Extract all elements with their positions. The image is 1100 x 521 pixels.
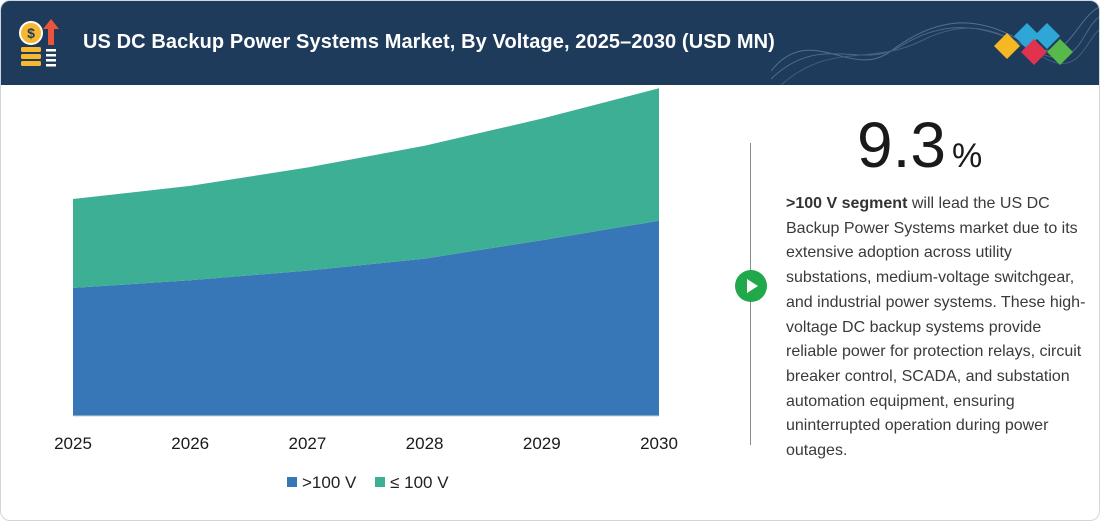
legend-label-series-1: >100 V: [302, 473, 357, 492]
x-tick-label: 2025: [54, 434, 92, 453]
svg-text:$: $: [27, 25, 35, 41]
insight-description: >100 V segment will lead the US DC Backu…: [786, 192, 1086, 464]
legend-item-series-2: ≤ 100 V: [375, 473, 449, 493]
growth-unit: %: [951, 137, 983, 175]
insight-body: will lead the US DC Backup Power Systems…: [786, 195, 1086, 460]
x-tick-label: 2027: [288, 434, 326, 453]
play-icon: [735, 270, 767, 302]
legend-item-series-1: >100 V: [287, 473, 356, 493]
header-bar: $ US DC Backup Power Systems Market, By …: [1, 1, 1099, 85]
page-title: US DC Backup Power Systems Market, By Vo…: [83, 31, 775, 53]
decorative-wave-lines: [771, 6, 1099, 85]
legend-swatch-series-1: [287, 477, 297, 487]
x-tick-label: 2028: [406, 434, 444, 453]
growth-value: 9.3: [857, 109, 946, 181]
insight-highlight: >100 V segment: [786, 195, 908, 212]
area-series-2: [73, 88, 659, 288]
coin-growth-icon: $: [19, 19, 59, 67]
growth-stat: 9.3%: [857, 105, 982, 185]
brand-diamond-logo-icon: [994, 23, 1073, 65]
legend-swatch-series-2: [375, 477, 386, 487]
x-tick-label: 2030: [640, 434, 678, 453]
legend-label-series-2: ≤ 100 V: [390, 473, 449, 492]
stacked-area-chart: 2025 2026 2027 2028 2029 2030: [54, 88, 678, 453]
x-tick-label: 2026: [171, 434, 209, 453]
x-tick-label: 2029: [523, 434, 561, 453]
chart-legend: >100 V ≤ 100 V: [287, 473, 463, 493]
area-series-1: [73, 220, 659, 416]
